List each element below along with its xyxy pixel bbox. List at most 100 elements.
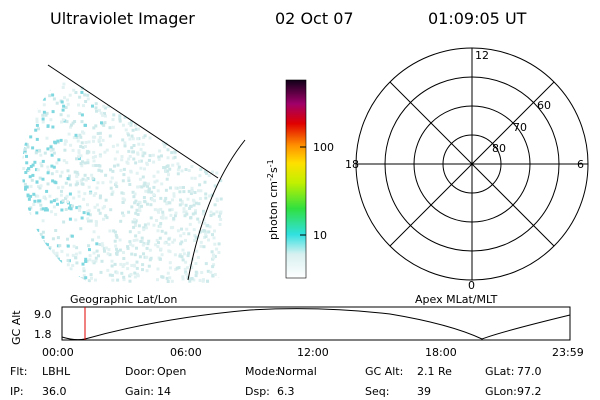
pixel: [78, 111, 82, 115]
pixel: [91, 155, 95, 159]
pixel: [204, 192, 208, 196]
pixel: [122, 123, 125, 127]
pixel: [188, 222, 192, 226]
info-label: Gain:: [125, 385, 154, 398]
pixel: [78, 251, 82, 255]
pixel: [202, 218, 206, 222]
pixel: [41, 159, 45, 163]
pixel: [94, 192, 98, 195]
pixel: [61, 86, 65, 89]
pixel: [24, 142, 28, 146]
pixel: [49, 149, 53, 153]
pixel: [55, 254, 59, 258]
x-tick-label: 18:00: [425, 346, 457, 359]
info-label: IP:: [10, 385, 24, 398]
y-tick-label: 1.8: [34, 328, 52, 341]
pixel: [118, 248, 122, 252]
pixel: [27, 82, 31, 86]
pixel: [29, 184, 33, 188]
pixel: [133, 192, 137, 196]
pixel: [41, 80, 45, 84]
pixel: [62, 82, 66, 86]
pixel: [172, 217, 176, 220]
pixel: [30, 60, 34, 64]
pixel: [52, 97, 56, 101]
pixel: [140, 185, 144, 189]
pixel: [47, 169, 51, 173]
pixel: [39, 161, 43, 165]
pixel: [29, 64, 33, 68]
pixel: [155, 219, 158, 222]
pixel: [116, 249, 120, 253]
pixel: [41, 235, 45, 239]
pixel: [126, 161, 130, 165]
info-value: 97.2: [517, 385, 542, 398]
pixel: [113, 262, 117, 266]
pixel: [213, 203, 217, 207]
pixel: [63, 272, 67, 275]
pixel: [112, 229, 116, 233]
pixel: [105, 216, 109, 220]
pixel: [29, 226, 33, 230]
pixel: [122, 173, 126, 177]
pixel: [137, 200, 141, 204]
pixel: [81, 262, 85, 266]
pixel: [182, 252, 186, 256]
pixel: [91, 135, 95, 139]
pixel: [94, 220, 98, 223]
pixel: [115, 247, 118, 251]
pixel: [78, 133, 82, 137]
pixel: [51, 93, 55, 97]
pixel: [157, 241, 160, 245]
pixel: [81, 145, 85, 149]
pixel: [171, 198, 174, 202]
pixel: [87, 140, 91, 144]
pixel: [119, 262, 123, 266]
pixel: [60, 208, 64, 212]
pixel: [34, 106, 38, 110]
pixel: [68, 93, 72, 97]
pixel: [102, 217, 105, 221]
pixel: [208, 225, 212, 229]
pixel: [91, 238, 95, 242]
pixel: [32, 100, 36, 103]
pixel: [81, 160, 84, 164]
pixel: [134, 199, 138, 203]
pixel: [27, 245, 31, 249]
pixel: [209, 214, 213, 217]
altitude-curve: [61, 308, 571, 341]
pixel: [98, 164, 102, 168]
pixel: [99, 143, 103, 147]
pixel: [215, 247, 219, 251]
pixel: [217, 214, 221, 218]
pixel: [46, 270, 50, 274]
pixel: [79, 179, 83, 183]
pixel: [34, 128, 38, 132]
pixel: [24, 229, 28, 233]
pixel: [130, 252, 134, 256]
pixel: [166, 156, 170, 160]
pixel: [145, 246, 149, 250]
info-panel: Flt: LBHL Door: Open Mode:Normal GC Alt: 2.1 R…: [10, 365, 542, 398]
info-label: GLat:: [485, 365, 514, 378]
pixel: [141, 175, 145, 179]
pixel: [155, 179, 159, 183]
pixel: [134, 123, 137, 127]
pixel: [206, 269, 210, 273]
pixel: [49, 200, 53, 204]
pixel: [45, 268, 48, 272]
pixel: [158, 257, 162, 261]
pixel: [199, 167, 203, 171]
pixel: [206, 279, 209, 283]
pixel: [110, 192, 114, 196]
pixel: [159, 207, 163, 211]
pixel: [73, 279, 77, 283]
pixel: [163, 241, 167, 245]
pixel: [111, 125, 115, 129]
pixel: [178, 254, 182, 258]
pixel: [49, 210, 53, 214]
pixel: [128, 183, 132, 186]
pixel: [99, 194, 102, 198]
pixel: [174, 211, 178, 215]
pixel: [66, 237, 69, 241]
